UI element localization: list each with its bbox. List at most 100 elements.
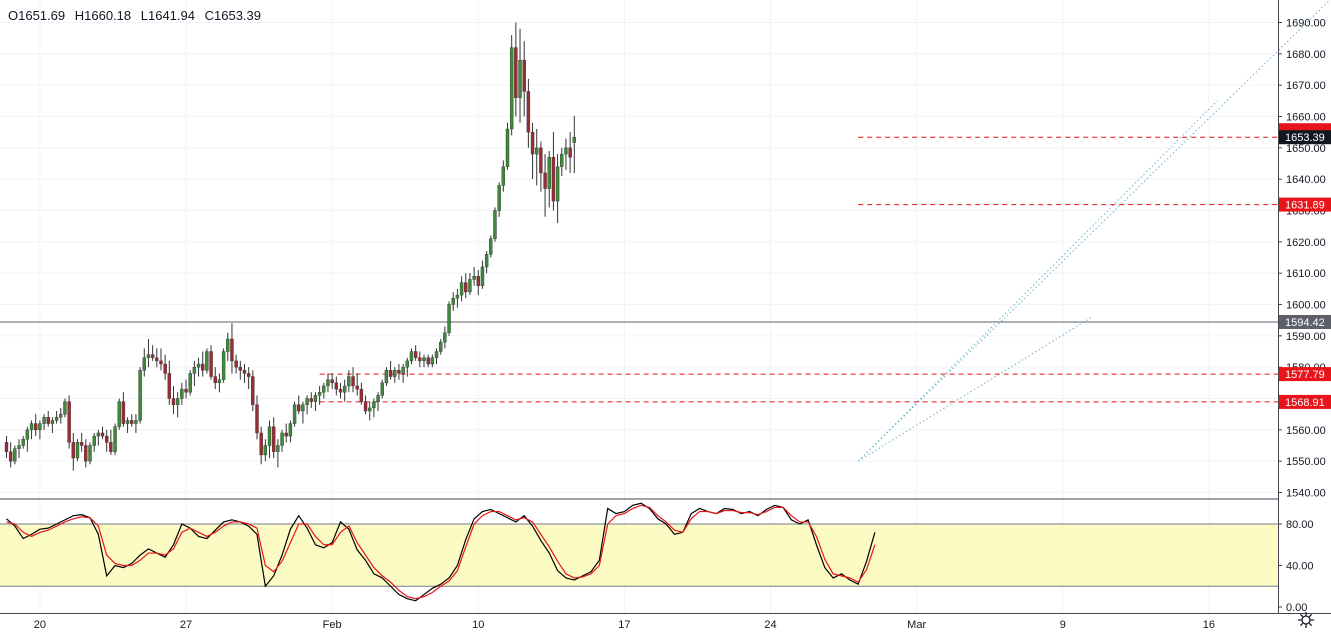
candle-body — [526, 91, 531, 133]
candle-body — [255, 404, 259, 434]
candle-body — [497, 185, 501, 211]
candle-body — [535, 147, 539, 155]
candle-body — [117, 401, 121, 427]
candle-body — [246, 373, 251, 377]
candle-body — [422, 357, 426, 362]
candle-body — [493, 210, 497, 239]
candle-body — [138, 370, 142, 421]
candle-body — [150, 354, 155, 358]
candle-body — [522, 59, 526, 92]
candle-body — [305, 398, 309, 405]
candle-body — [418, 357, 422, 362]
stoch-tick-label: 80.00 — [1286, 519, 1314, 531]
candle-body — [88, 445, 92, 462]
candle-body — [79, 442, 84, 446]
grid — [0, 0, 1278, 613]
candle-body — [29, 423, 34, 431]
pane-frame — [0, 0, 1331, 614]
ohlc-high: H1660.18 — [74, 8, 132, 23]
price-tick-label: 1550.00 — [1286, 456, 1326, 468]
candle-body — [121, 401, 126, 424]
time-tick-label: 20 — [34, 619, 46, 631]
candle-body — [334, 382, 339, 390]
candle-body — [59, 413, 63, 418]
candle-body — [568, 147, 572, 158]
stoch-tick-label: 0.00 — [1286, 602, 1307, 614]
price-tick-label: 1540.00 — [1286, 488, 1326, 500]
candle-body — [476, 276, 480, 286]
candle-body — [251, 376, 255, 405]
price-tag-bg — [1279, 394, 1331, 409]
candle-body — [459, 282, 464, 296]
candle-body — [326, 379, 330, 387]
candle-body — [313, 395, 318, 402]
candle-body — [359, 388, 364, 402]
candle-body — [242, 370, 247, 374]
settings-gear-icon[interactable] — [1297, 611, 1315, 629]
candle-body — [25, 429, 30, 440]
candle-body — [184, 388, 188, 393]
candles — [4, 22, 576, 471]
candle-body — [322, 385, 326, 393]
candle-body — [380, 382, 384, 396]
price-axis[interactable]: 1540.001550.001560.001570.001580.001590.… — [1278, 18, 1326, 615]
stochastic-band — [0, 523, 1278, 587]
candle-body — [363, 401, 368, 412]
time-tick-label: Feb — [323, 619, 342, 631]
channel-line — [857, 0, 1331, 462]
price-tick-label: 1620.00 — [1286, 237, 1326, 249]
candle-body — [205, 351, 209, 371]
candle-body — [484, 254, 489, 268]
price-tag-label: 1577.79 — [1285, 369, 1325, 381]
candle-body — [21, 439, 25, 446]
candle-body — [75, 442, 80, 459]
candle-body — [167, 373, 172, 399]
candle-body — [489, 238, 493, 255]
price-tick-label: 1650.00 — [1286, 143, 1326, 155]
ohlc-low: L1641.94 — [140, 8, 195, 23]
candle-body — [443, 332, 447, 343]
price-tick-label: 1590.00 — [1286, 331, 1326, 343]
price-tick-label: 1560.00 — [1286, 425, 1326, 437]
candle-body — [226, 338, 230, 352]
candle-body — [272, 426, 276, 452]
candle-body — [447, 304, 451, 333]
candle-body — [84, 445, 88, 462]
candle-body — [509, 47, 514, 130]
candle-body — [351, 376, 355, 387]
candle-body — [171, 398, 176, 405]
candle-body — [155, 357, 159, 362]
candle-body — [301, 404, 305, 412]
stoch-d-line — [6, 504, 876, 600]
candle-body — [67, 401, 71, 443]
price-tags: 1653.39 1631.89 1594.42 1577.79 1568.91 — [1279, 123, 1331, 409]
candle-body — [259, 432, 263, 456]
candle-body — [355, 385, 359, 390]
candle-body — [514, 47, 518, 98]
candle-body — [96, 432, 101, 437]
candle-body — [439, 341, 443, 352]
candle-body — [572, 137, 576, 143]
price-tag-label: 1653.39 — [1285, 132, 1325, 144]
channel-line — [857, 100, 1218, 462]
candle-body — [368, 407, 372, 412]
candle-body — [159, 360, 163, 365]
candle-body — [413, 351, 418, 358]
candle-body — [501, 166, 506, 186]
candle-body — [409, 351, 414, 362]
price-tick-label: 1600.00 — [1286, 300, 1326, 312]
price-tag-bg — [1279, 367, 1331, 382]
candle-body — [280, 432, 284, 446]
candle-body — [342, 385, 347, 393]
candle-body — [472, 276, 476, 280]
trend-channel — [857, 0, 1331, 462]
candle-body — [468, 279, 472, 293]
price-tag-bg — [1279, 130, 1331, 145]
stoch-k-line — [6, 502, 876, 602]
stoch-band-fill — [0, 524, 1278, 587]
candle-body — [451, 298, 455, 305]
candle-body — [196, 363, 201, 368]
time-axis[interactable]: 20 27 Feb 10 17 24 Mar 9 16 — [34, 619, 1215, 631]
price-tick-label: 1670.00 — [1286, 80, 1326, 92]
